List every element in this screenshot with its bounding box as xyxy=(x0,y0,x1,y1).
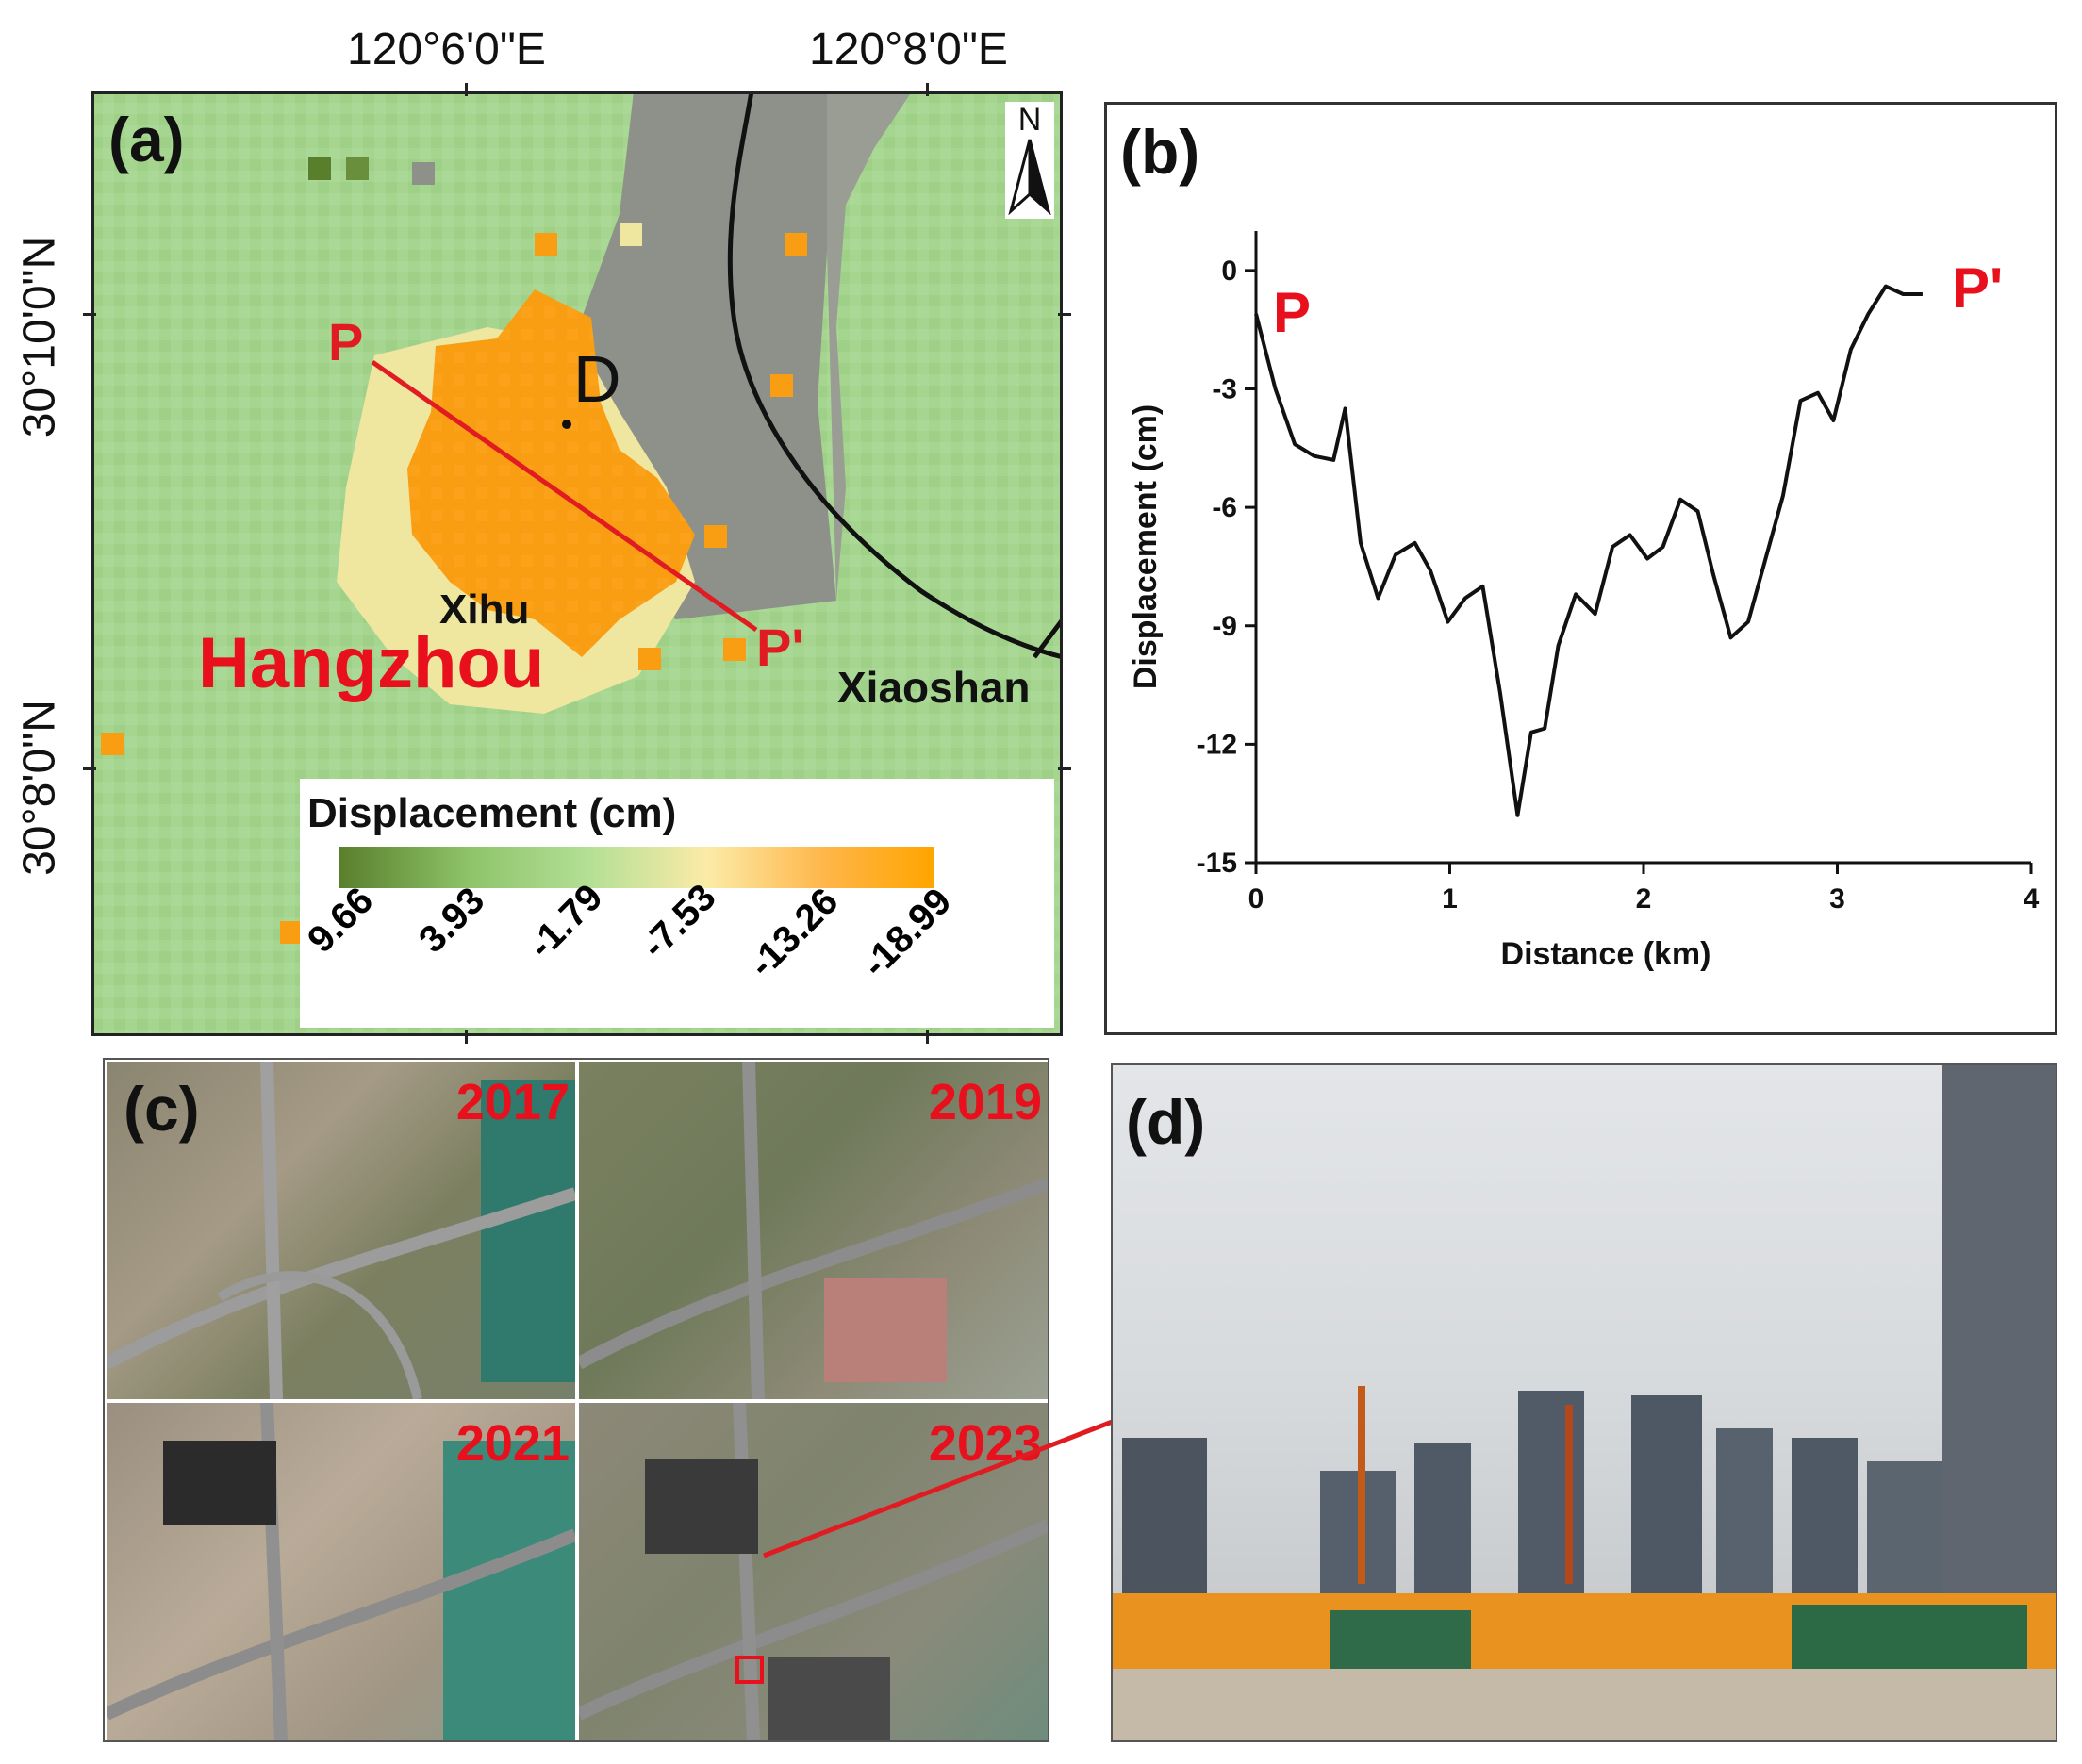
road-network xyxy=(579,1403,1048,1740)
legend-tick: -13.26 xyxy=(741,880,847,986)
profile-line xyxy=(371,359,758,633)
y-axis-title: Displacement (cm) xyxy=(1128,404,1164,689)
xiaoshan-label: Xiaoshan xyxy=(837,663,1031,712)
satellite-2019: 2019 xyxy=(579,1062,1048,1399)
x-tick-label: 0 xyxy=(1248,883,1264,915)
y-tick-label: 0 xyxy=(1221,256,1237,287)
panel-a-label: (a) xyxy=(108,105,185,174)
building-cluster xyxy=(163,1441,276,1525)
tower-building xyxy=(1942,1065,2056,1593)
chart-start-label: P xyxy=(1273,281,1312,344)
lon-tick-label-2: 120°8'0"E xyxy=(809,25,1008,74)
panel-c-label: (c) xyxy=(124,1074,200,1144)
point-d-label: D xyxy=(573,342,621,416)
hangzhou-label: Hangzhou xyxy=(198,623,545,703)
building xyxy=(1792,1438,1858,1593)
panel-b: (b) 0 1 2 3 4 0 -3 -6 -9 -12 -15 Distance (km) Displ… xyxy=(1104,102,2057,1035)
chart-end-label: P' xyxy=(1952,256,2004,320)
river-boundary-line xyxy=(727,91,1063,660)
displacement-legend: Displacement (cm) 9.66 3.93 -1.79 -7.53 … xyxy=(300,779,1054,1028)
north-arrow-icon xyxy=(1008,139,1051,216)
point-d-marker xyxy=(562,420,571,429)
water-body xyxy=(481,1080,575,1382)
water-body xyxy=(443,1441,575,1740)
year-label-2019: 2019 xyxy=(928,1074,1042,1130)
x-axis-title: Distance (km) xyxy=(1501,936,1711,972)
panel-c: 2017 2019 2021 2023 (c) xyxy=(103,1058,1049,1742)
legend-color-bar xyxy=(339,847,934,888)
x-tick-label: 3 xyxy=(1829,883,1845,915)
building-cluster xyxy=(824,1278,947,1382)
construction-crane xyxy=(1565,1405,1573,1584)
profile-start-label: P xyxy=(328,312,364,371)
building xyxy=(1122,1438,1207,1593)
year-label-2023: 2023 xyxy=(928,1415,1042,1472)
panel-b-label: (b) xyxy=(1120,117,1200,187)
building-cluster xyxy=(645,1459,758,1554)
panel-d: (d) xyxy=(1111,1063,2057,1742)
green-panel xyxy=(1330,1610,1471,1669)
panel-d-label: (d) xyxy=(1126,1087,1206,1157)
building xyxy=(1414,1443,1471,1593)
building-cluster xyxy=(768,1657,890,1740)
y-tick-label: -9 xyxy=(1212,611,1237,642)
satellite-2021: 2021 xyxy=(107,1403,575,1740)
subsidence-area xyxy=(407,289,695,657)
y-tick-label: -3 xyxy=(1212,374,1237,405)
building xyxy=(1631,1395,1702,1593)
y-tick-label: -15 xyxy=(1197,848,1237,879)
profile-end-label: P' xyxy=(756,618,804,677)
y-tick-label: -6 xyxy=(1212,492,1237,523)
displacement-profile-chart: 0 1 2 3 4 0 -3 -6 -9 -12 -15 Distance (km) Displacem… xyxy=(1128,231,2040,972)
site-highlight-box xyxy=(735,1656,764,1684)
xihu-label: Xihu xyxy=(439,586,530,633)
green-panel xyxy=(1792,1605,2027,1669)
year-label-2017: 2017 xyxy=(455,1074,570,1130)
north-label: N xyxy=(1017,102,1042,138)
legend-title: Displacement (cm) xyxy=(307,790,677,836)
legend-tick: 9.66 xyxy=(300,879,382,962)
construction-crane xyxy=(1358,1386,1365,1584)
profile-series-line xyxy=(1254,284,1923,817)
river-bank xyxy=(827,91,912,601)
lat-tick-label-1: 30°10'0"N xyxy=(14,236,65,438)
north-arrow: N xyxy=(1005,102,1054,219)
x-tick-label: 1 xyxy=(1442,883,1458,915)
satellite-2017: 2017 xyxy=(107,1062,575,1399)
satellite-2023: 2023 xyxy=(579,1403,1048,1740)
y-tick-label: -12 xyxy=(1197,729,1237,760)
legend-tick: -7.53 xyxy=(634,876,724,967)
year-label-2021: 2021 xyxy=(455,1415,570,1472)
lat-tick-label-2: 30°8'0"N xyxy=(14,700,65,876)
building xyxy=(1867,1461,1942,1593)
road-network xyxy=(107,1062,575,1399)
ground xyxy=(1113,1669,2056,1740)
road-network xyxy=(579,1062,1048,1399)
legend-tick: -1.79 xyxy=(520,876,611,967)
lon-tick-label-1: 120°6'0"E xyxy=(347,25,546,74)
building xyxy=(1518,1391,1584,1593)
legend-tick: 3.93 xyxy=(411,879,493,962)
x-tick-label: 4 xyxy=(2024,883,2040,915)
building xyxy=(1716,1428,1773,1593)
legend-tick: -18.99 xyxy=(854,880,960,986)
x-tick-label: 2 xyxy=(1636,883,1652,915)
